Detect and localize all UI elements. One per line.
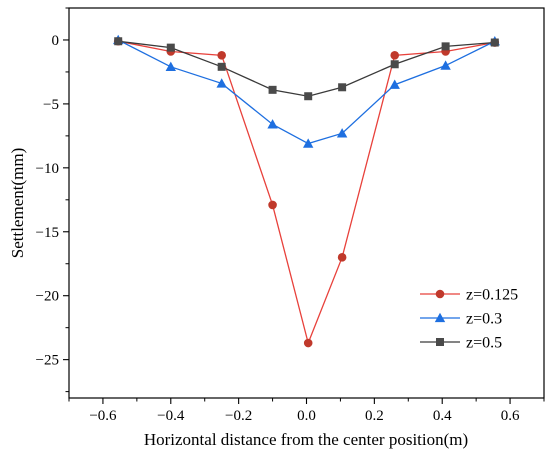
data-point bbox=[490, 38, 499, 47]
legend-label: z=0.125 bbox=[466, 287, 518, 304]
x-tick-label: −0.2 bbox=[225, 408, 252, 424]
legend-item: z=0.3 bbox=[420, 311, 502, 328]
series-z=0.5 bbox=[114, 37, 499, 101]
x-axis-ticks: −0.6 −0.4 −0.2 0.0 0.2 0.4 0.6 bbox=[68, 398, 545, 424]
y-axis-title: Settlement(mm) bbox=[8, 148, 27, 258]
data-point bbox=[166, 43, 175, 52]
data-point bbox=[268, 200, 277, 210]
series-line bbox=[117, 39, 496, 145]
x-tick-label: −0.4 bbox=[157, 408, 185, 424]
legend-label: z=0.3 bbox=[466, 311, 502, 328]
legend-marker bbox=[435, 289, 445, 299]
data-point bbox=[440, 60, 451, 70]
data-point bbox=[165, 61, 176, 71]
y-tick-label: −25 bbox=[36, 353, 59, 369]
legend-item: z=0.5 bbox=[420, 335, 502, 352]
data-point bbox=[303, 338, 313, 348]
data-point bbox=[302, 138, 314, 148]
y-tick-label: −10 bbox=[36, 161, 59, 177]
y-tick-label: −5 bbox=[43, 97, 59, 113]
data-point bbox=[390, 51, 400, 60]
legend-marker bbox=[434, 312, 446, 323]
data-point bbox=[267, 119, 278, 129]
data-point bbox=[390, 60, 399, 69]
x-tick-label: 0.6 bbox=[501, 408, 520, 424]
data-point bbox=[441, 42, 450, 51]
legend: z=0.125 z=0.3 z=0.5 bbox=[420, 287, 518, 352]
y-tick-label: −15 bbox=[36, 225, 59, 241]
data-point bbox=[304, 92, 313, 101]
legend-item: z=0.125 bbox=[420, 287, 518, 304]
legend-label: z=0.5 bbox=[466, 335, 502, 352]
data-point bbox=[389, 79, 400, 89]
x-axis-title: Horizontal distance from the center posi… bbox=[144, 430, 468, 449]
y-axis-ticks: 0 −5 −10 −15 −20 −25 bbox=[36, 7, 69, 393]
data-point bbox=[217, 62, 226, 71]
data-point bbox=[268, 85, 277, 94]
x-tick-label: 0.0 bbox=[297, 408, 316, 424]
data-point bbox=[337, 253, 347, 262]
data-point bbox=[336, 128, 348, 138]
y-tick-label: 0 bbox=[52, 33, 60, 49]
data-point bbox=[338, 83, 347, 92]
series-z=0.125 bbox=[113, 36, 500, 348]
x-tick-label: −0.6 bbox=[89, 408, 117, 424]
series-layer bbox=[112, 34, 501, 348]
data-point bbox=[216, 78, 227, 88]
x-tick-label: 0.4 bbox=[433, 408, 452, 424]
y-tick-label: −20 bbox=[36, 289, 59, 305]
data-point bbox=[217, 51, 226, 60]
data-point bbox=[114, 37, 123, 46]
x-tick-label: 0.2 bbox=[365, 408, 384, 424]
legend-marker bbox=[436, 338, 444, 346]
